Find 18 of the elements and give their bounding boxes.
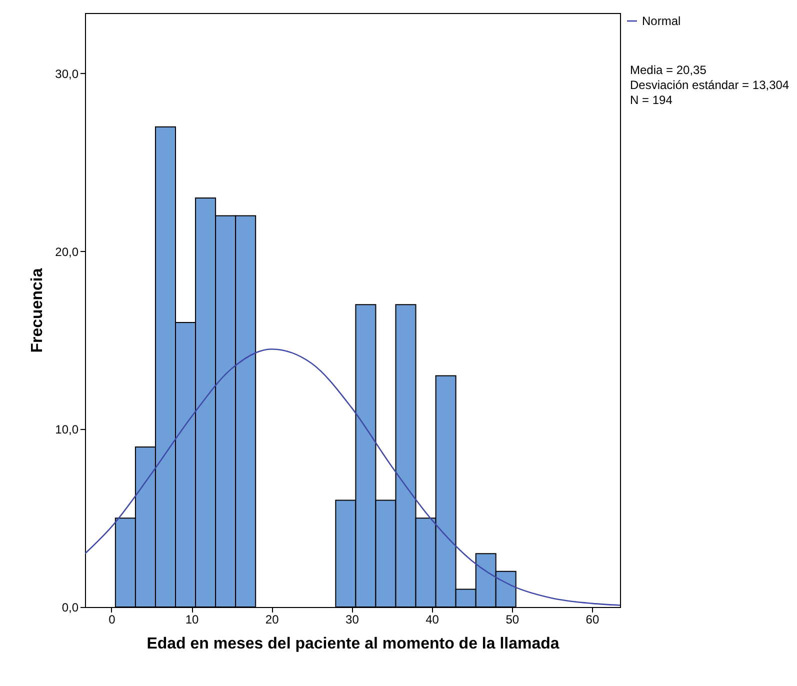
text: Media = 20,35 (630, 63, 707, 77)
x-tick-label: 0 (108, 612, 116, 626)
y-tick-label: 0,0 (62, 600, 79, 614)
x-tick-label: 20 (265, 612, 280, 626)
x-tick-label: 50 (506, 612, 520, 626)
y-axis-title: Frecuencia (29, 268, 46, 353)
y-tick-label: 10,0 (55, 422, 79, 437)
x-tick-label: 30 (346, 612, 360, 626)
y-tick-label: 20,0 (55, 244, 79, 259)
x-tick-label: 60 (586, 612, 600, 626)
legend-label: Normal (642, 14, 681, 28)
line-series (85, 348, 620, 606)
x-tick-label: 10 (185, 612, 200, 626)
text: Desviación estándar = 13,304 (630, 78, 790, 92)
x-axis-title: Edad en meses del paciente al momento de la llamada (146, 636, 560, 652)
text: N = 194 (630, 93, 673, 107)
x-tick-label: 40 (426, 612, 440, 626)
y-tick-label: 30,0 (55, 66, 79, 81)
